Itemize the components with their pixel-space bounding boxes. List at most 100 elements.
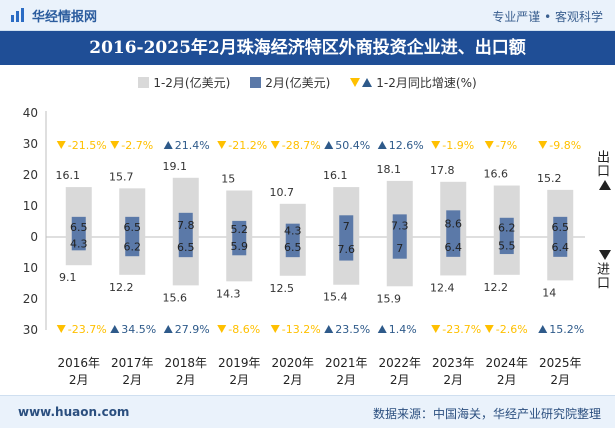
export-feb-bar bbox=[339, 215, 354, 237]
import-feb-bar bbox=[392, 237, 407, 259]
import-feb-bar bbox=[125, 237, 140, 257]
growth-label: 27.9% bbox=[175, 323, 210, 336]
import-feb-label: 6.5 bbox=[177, 241, 195, 254]
x-tick-label-month: 2月 bbox=[497, 373, 517, 387]
growth-triangle bbox=[324, 325, 334, 333]
export-feb-bar bbox=[125, 216, 140, 237]
export-feb-label: 5.2 bbox=[231, 223, 249, 236]
growth-triangle bbox=[217, 325, 227, 333]
legend: 1-2月(亿美元) 2月(亿美元) 1-2月同比增速(%) bbox=[0, 72, 615, 92]
chart-title: 2016-2025年2月珠海经济特区外商投资企业进、出口额 bbox=[0, 31, 615, 65]
export-feb-label: 8.6 bbox=[445, 218, 463, 231]
footer: www.huaon.com 数据来源：中国海关，华经产业研究院整理 bbox=[0, 395, 615, 428]
export-feb-label: 7.8 bbox=[177, 219, 195, 232]
growth-triangle bbox=[538, 141, 548, 149]
export-feb-bar bbox=[499, 217, 514, 237]
export-jan-feb-label: 16.1 bbox=[323, 169, 348, 182]
y-tick-label: 20 bbox=[23, 292, 38, 306]
growth-label: 21.4% bbox=[175, 139, 210, 152]
growth-label: -8.6% bbox=[228, 323, 260, 336]
growth-triangle bbox=[431, 141, 441, 149]
growth-label: 1.4% bbox=[389, 323, 417, 336]
x-tick-label-year: 2020年 bbox=[271, 356, 314, 370]
export-feb-bar bbox=[446, 210, 461, 237]
growth-triangle bbox=[377, 141, 387, 149]
y-tick-label: 30 bbox=[23, 137, 38, 151]
growth-triangle bbox=[484, 141, 494, 149]
export-jan-feb-label: 10.7 bbox=[270, 186, 295, 199]
export-feb-bar bbox=[553, 216, 568, 237]
y-tick-label: 0 bbox=[30, 230, 38, 244]
import-feb-bar bbox=[339, 237, 354, 261]
export-feb-label: 6.5 bbox=[70, 221, 88, 234]
legend-triangles-icon bbox=[350, 77, 373, 87]
import-jan-feb-label: 14 bbox=[542, 286, 556, 299]
import-jan-feb-label: 12.2 bbox=[109, 281, 134, 294]
growth-triangle bbox=[270, 325, 280, 333]
chart-plot: 40 30 20 10 0 10 20 30 16.1 6.5 4.3 9.1 -21.5% -23.7%… bbox=[23, 106, 585, 387]
x-tick-label-year: 2023年 bbox=[432, 356, 475, 370]
import-jan-feb-label: 12.2 bbox=[484, 281, 509, 294]
growth-triangle bbox=[324, 141, 334, 149]
y-tick-label: 40 bbox=[23, 106, 38, 120]
export-feb-label: 4.3 bbox=[284, 224, 302, 237]
x-tick-label-month: 2月 bbox=[283, 373, 303, 387]
growth-triangle bbox=[538, 325, 548, 333]
import-feb-label: 6.5 bbox=[284, 241, 302, 254]
export-jan-feb-label: 16.6 bbox=[484, 168, 509, 181]
growth-triangle bbox=[270, 141, 280, 149]
y-tick-label: 30 bbox=[23, 323, 38, 337]
legend-label-feb: 2月(亿美元) bbox=[265, 75, 331, 90]
x-tick-label-year: 2019年 bbox=[218, 356, 261, 370]
x-tick-label-month: 2月 bbox=[336, 373, 356, 387]
x-tick-label-month: 2月 bbox=[390, 373, 410, 387]
legend-item-feb: 2月(亿美元) bbox=[250, 74, 330, 91]
export-arrow-icon bbox=[599, 180, 611, 190]
growth-label: 34.5% bbox=[121, 323, 156, 336]
logo-icon bbox=[11, 8, 24, 22]
export-feb-bar bbox=[178, 212, 193, 237]
x-tick-label-month: 2月 bbox=[122, 373, 142, 387]
export-feb-bar bbox=[232, 220, 247, 237]
import-jan-feb-label: 15.6 bbox=[163, 291, 188, 304]
y-tick-label: 10 bbox=[23, 261, 38, 275]
import-feb-bar bbox=[446, 237, 461, 257]
export-jan-feb-label: 15.2 bbox=[537, 172, 562, 185]
growth-triangle bbox=[431, 325, 441, 333]
import-feb-bar bbox=[499, 237, 514, 255]
x-tick-label-year: 2017年 bbox=[111, 356, 154, 370]
import-feb-label: 7 bbox=[396, 242, 403, 255]
growth-triangle bbox=[110, 141, 120, 149]
logo-text: 华经情报网 bbox=[32, 9, 98, 25]
growth-label: -13.2% bbox=[282, 323, 321, 336]
export-feb-label: 7 bbox=[343, 220, 350, 233]
import-arrow-icon bbox=[599, 250, 611, 260]
import-feb-bar bbox=[285, 237, 300, 258]
import-jan-feb-label: 15.9 bbox=[377, 292, 402, 305]
x-tick-label-month: 2月 bbox=[69, 373, 89, 387]
import-feb-bar bbox=[553, 237, 568, 257]
footer-url[interactable]: www.huaon.com bbox=[18, 405, 130, 419]
growth-triangle bbox=[56, 141, 66, 149]
import-feb-label: 4.3 bbox=[70, 238, 88, 251]
x-tick-label-year: 2022年 bbox=[378, 356, 421, 370]
growth-triangle bbox=[484, 325, 494, 333]
y-tick-label: 10 bbox=[23, 199, 38, 213]
export-feb-label: 7.3 bbox=[391, 220, 409, 233]
x-tick-label-year: 2025年 bbox=[539, 356, 582, 370]
y-tick-label: 20 bbox=[23, 168, 38, 182]
import-jan-feb-label: 12.4 bbox=[430, 281, 455, 294]
growth-label: -7% bbox=[496, 139, 517, 152]
legend-label-jan-feb: 1-2月(亿美元) bbox=[153, 75, 231, 90]
export-feb-label: 6.2 bbox=[498, 221, 516, 234]
growth-label: 15.2% bbox=[549, 323, 584, 336]
import-feb-label: 5.5 bbox=[498, 240, 516, 253]
export-jan-feb-label: 15 bbox=[221, 173, 235, 186]
export-jan-feb-label: 16.1 bbox=[56, 169, 81, 182]
growth-label: -21.2% bbox=[228, 139, 267, 152]
import-jan-feb-label: 15.4 bbox=[323, 291, 348, 304]
x-tick-label-month: 2月 bbox=[229, 373, 249, 387]
growth-label: 50.4% bbox=[335, 139, 370, 152]
export-feb-bar bbox=[285, 223, 300, 237]
legend-label-growth: 1-2月同比增速(%) bbox=[376, 75, 477, 90]
